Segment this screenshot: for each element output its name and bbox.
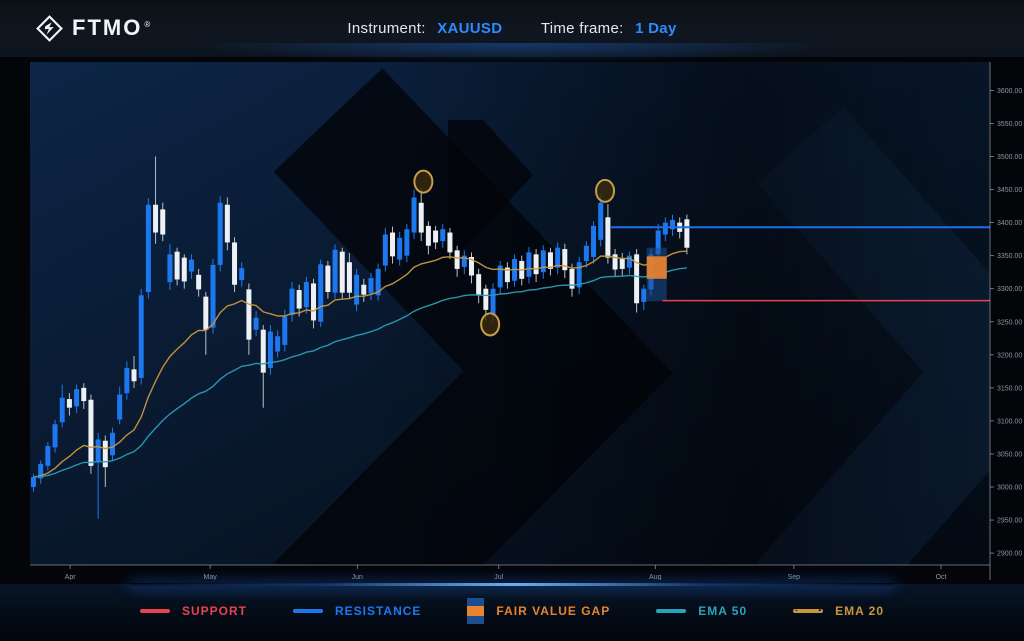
ftmo-logo: FTMO ® (36, 15, 150, 42)
svg-text:Apr: Apr (65, 574, 77, 580)
ema50-label: EMA 50 (698, 604, 748, 618)
marker-swing-high (595, 178, 616, 203)
support-label: SUPPORT (181, 604, 247, 618)
ema50-swatch (656, 609, 687, 613)
svg-text:3500.00: 3500.00 (997, 154, 1022, 161)
svg-text:3550.00: 3550.00 (997, 121, 1022, 128)
timeframe-label: Time frame: (540, 20, 624, 37)
fvg-swatch (467, 598, 485, 624)
price-axis: 3600.00 3550.00 3500.00 3450.00 3400.00 3350.… (989, 62, 1022, 580)
ftmo-watermark (30, 62, 990, 565)
marker-swing-low (480, 312, 501, 337)
instrument-value: XAUUSD (437, 20, 503, 37)
svg-text:3450.00: 3450.00 (997, 187, 1022, 194)
svg-text:3200.00: 3200.00 (997, 352, 1022, 359)
resistance-swatch (292, 609, 323, 613)
svg-text:3400.00: 3400.00 (997, 220, 1022, 227)
legend-item-fvg: FAIR VALUE GAP (467, 598, 610, 624)
logo-text: FTMO (72, 15, 143, 40)
svg-text:3050.00: 3050.00 (997, 451, 1022, 458)
svg-text:3250.00: 3250.00 (997, 319, 1022, 326)
resistance-label: RESISTANCE (334, 604, 422, 618)
time-axis: Apr May Jun Jul Aug Sep Oct (30, 564, 990, 580)
legend-bar: SUPPORT RESISTANCE FAIR VALUE GAP EMA 50 EMA… (0, 583, 1024, 641)
fvg-label: FAIR VALUE GAP (496, 604, 611, 618)
fvg-gap (646, 256, 667, 279)
instrument-label: Instrument: (347, 20, 426, 37)
ftmo-diamond-icon (36, 15, 63, 42)
legend: SUPPORT RESISTANCE FAIR VALUE GAP EMA 50 EMA… (0, 598, 1024, 624)
svg-text:3000.00: 3000.00 (997, 485, 1022, 492)
ema50-line (33, 267, 687, 478)
svg-text:Aug: Aug (649, 574, 662, 580)
timeframe-value: 1 Day (635, 20, 677, 37)
support-swatch (139, 609, 170, 613)
svg-text:Jun: Jun (352, 574, 363, 580)
fvg-swatch-band (467, 606, 485, 616)
svg-text:2900.00: 2900.00 (997, 551, 1022, 558)
divider-glow (130, 583, 894, 586)
svg-text:Oct: Oct (936, 574, 947, 580)
chart-panel: 3600.00 3550.00 3500.00 3450.00 3400.00 3350.… (28, 60, 1024, 580)
legend-item-resistance: RESISTANCE (292, 604, 422, 618)
legend-item-support: SUPPORT (139, 604, 247, 618)
svg-text:3300.00: 3300.00 (997, 286, 1022, 293)
ema20-label: EMA 20 (835, 604, 885, 618)
app-header: FTMO ® Instrument: XAUUSD Time frame: 1 D… (0, 0, 1024, 71)
svg-text:3600.00: 3600.00 (997, 88, 1022, 95)
marker-swing-high (413, 169, 434, 194)
svg-text:Sep: Sep (788, 574, 801, 580)
svg-text:3350.00: 3350.00 (997, 253, 1022, 260)
legend-item-ema20: EMA 20 (793, 604, 884, 618)
header-info: Instrument: XAUUSD Time frame: 1 Day (0, 20, 1024, 37)
legend-item-ema50: EMA 50 (656, 604, 747, 618)
ema20-line (33, 250, 687, 478)
registered-mark: ® (144, 19, 151, 29)
candlestick-chart[interactable]: 3600.00 3550.00 3500.00 3450.00 3400.00 3350.… (28, 60, 1024, 580)
ema20-swatch (793, 609, 824, 613)
svg-text:May: May (204, 574, 218, 580)
svg-text:3100.00: 3100.00 (997, 418, 1022, 425)
svg-text:2950.00: 2950.00 (997, 518, 1022, 525)
svg-text:Jul: Jul (494, 574, 503, 580)
svg-text:3150.00: 3150.00 (997, 385, 1022, 392)
